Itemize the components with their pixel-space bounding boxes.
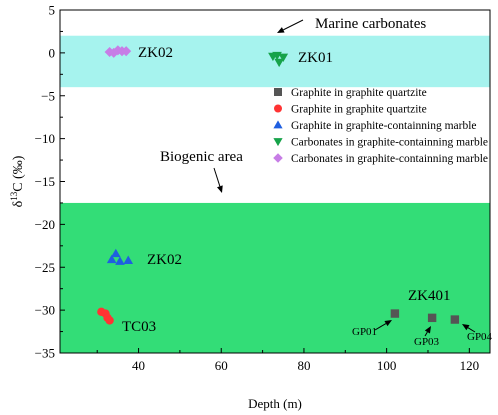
y-tick-label: −15 [35, 174, 55, 189]
y-axis-label-rest: C (‰) [11, 155, 26, 192]
legend-label: Graphite in graphite quartzite [291, 87, 427, 99]
legend-marker-triangle-up [273, 120, 283, 129]
region-biogenic-area [60, 202, 490, 353]
x-tick-label: 80 [297, 358, 310, 373]
data-point-triangle-up [110, 248, 121, 258]
annotations: Marine carbonates Biogenic area ZK02 ZK01 ZK… [122, 16, 493, 348]
y-tick-label: −30 [35, 303, 55, 318]
gp01-arrow [374, 320, 392, 331]
annotation-label: ZK401 [408, 288, 451, 304]
gp04-arrow [462, 324, 476, 333]
annotation-label: ZK01 [298, 50, 333, 66]
legend-label: Graphite in graphite quartzite [291, 104, 427, 116]
annotation-label: ZK02 [138, 45, 173, 61]
legend-marker-square [274, 88, 282, 96]
gp03-arrow [424, 326, 431, 337]
legend-marker-triangle-down [273, 138, 283, 147]
legend-marker-circle [274, 104, 282, 113]
y-axis-label-base: δ [11, 200, 26, 207]
x-axis: 40 60 80 100 120 [96, 348, 480, 373]
y-axis: 5 0 −5 −10 −15 −20 −25 −30 −35 [35, 3, 65, 361]
y-tick-label: −5 [41, 88, 55, 103]
y-tick-label: 0 [49, 45, 56, 60]
legend-label: Carbonates in graphite-containning marbl… [291, 137, 488, 149]
annotation-label: TC03 [122, 319, 156, 335]
data-point-square [450, 315, 460, 324]
region-marine-carbonates [60, 35, 490, 88]
data-point-triangle-down [278, 53, 289, 62]
legend-marker-diamond [273, 153, 283, 163]
x-tick-label: 40 [132, 358, 145, 373]
x-tick-label: 100 [377, 358, 397, 373]
marine-carbonates-arrow [277, 19, 304, 33]
y-tick-label: 5 [49, 3, 56, 18]
y-tick-label: −25 [35, 260, 55, 275]
data-points [97, 45, 460, 325]
x-axis-label: Depth (m) [248, 396, 302, 411]
y-axis-label-sup: 13 [9, 191, 19, 201]
annotation-label: Biogenic area [160, 149, 243, 165]
legend: Graphite in graphite quartzite Graphite i… [273, 87, 488, 165]
data-point-triangle-up [115, 256, 125, 265]
biogenic-area-arrow [213, 167, 223, 193]
legend-label: Graphite in graphite-containning marble [291, 120, 477, 132]
shaded-regions [60, 35, 490, 353]
y-tick-label: −20 [35, 217, 55, 232]
data-point-square [390, 309, 400, 318]
data-point-circle [105, 316, 114, 325]
data-point-diamond [121, 46, 132, 57]
annotation-label: GP04 [467, 331, 493, 343]
annotation-label: GP01 [352, 326, 377, 338]
legend-label: Carbonates in graphite-containning marbl… [291, 153, 488, 165]
data-point-square [427, 313, 437, 323]
y-tick-label: −35 [35, 346, 55, 361]
annotation-label: Marine carbonates [315, 16, 426, 32]
y-axis-label: δ13C (‰) [9, 155, 26, 207]
x-tick-label: 60 [215, 358, 228, 373]
data-point-triangle-up [123, 255, 134, 264]
annotation-label: GP03 [414, 336, 440, 348]
x-tick-label: 120 [460, 358, 480, 373]
annotation-label: ZK02 [147, 252, 182, 268]
data-point-triangle-up [106, 254, 117, 264]
y-tick-label: −10 [35, 131, 55, 146]
data-point-triangle-down [274, 58, 284, 68]
data-point-diamond [108, 47, 119, 58]
